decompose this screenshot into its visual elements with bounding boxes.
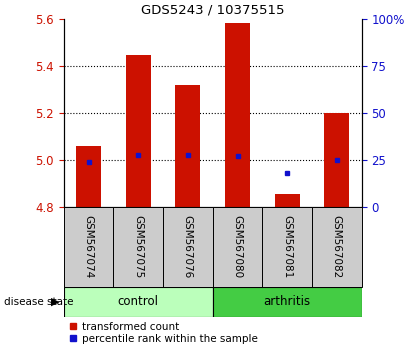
Text: GSM567082: GSM567082 — [332, 215, 342, 279]
Text: GSM567076: GSM567076 — [183, 215, 193, 279]
Text: ▶: ▶ — [51, 297, 60, 307]
Bar — [213, 287, 362, 317]
Bar — [324, 113, 349, 207]
Bar — [76, 146, 101, 207]
Bar — [64, 287, 213, 317]
Text: GSM567075: GSM567075 — [133, 215, 143, 279]
Bar — [126, 55, 150, 207]
Text: GSM567074: GSM567074 — [83, 215, 94, 279]
Text: GSM567080: GSM567080 — [233, 215, 242, 279]
Legend: transformed count, percentile rank within the sample: transformed count, percentile rank withi… — [69, 322, 259, 344]
Text: arthritis: arthritis — [263, 295, 311, 308]
Bar — [262, 207, 312, 287]
Bar — [64, 207, 113, 287]
Text: disease state: disease state — [4, 297, 74, 307]
Bar — [275, 194, 300, 207]
Bar — [163, 207, 213, 287]
Text: GSM567081: GSM567081 — [282, 215, 292, 279]
Bar — [225, 23, 250, 207]
Bar — [113, 207, 163, 287]
Bar — [312, 207, 362, 287]
Text: control: control — [118, 295, 159, 308]
Bar — [213, 207, 262, 287]
Title: GDS5243 / 10375515: GDS5243 / 10375515 — [141, 4, 284, 17]
Bar — [175, 85, 200, 207]
